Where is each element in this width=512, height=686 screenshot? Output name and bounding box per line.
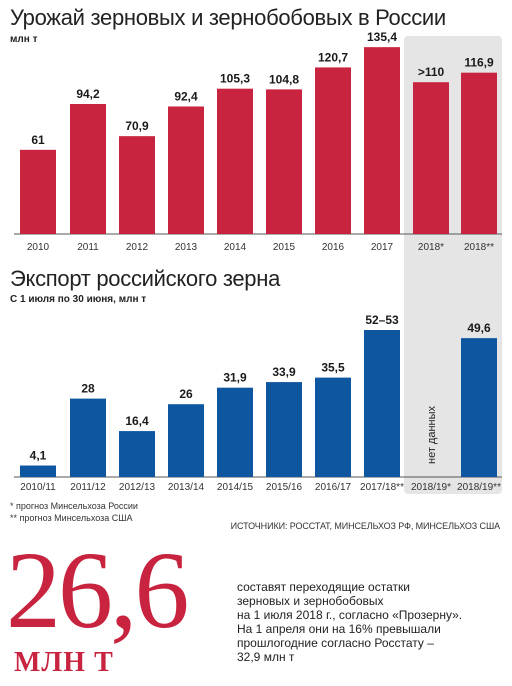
data-label: 16,4 (125, 414, 149, 428)
tick-label: 2017/18** (360, 482, 404, 493)
tick-label: 2013 (175, 242, 198, 253)
export-title: Экспорт российского зерна (10, 266, 281, 291)
data-label: 26 (179, 387, 193, 401)
bar (461, 338, 497, 477)
data-label: 52–53 (365, 313, 399, 327)
tick-label: 2010 (27, 242, 50, 253)
tick-label: 2010/11 (20, 482, 56, 493)
bar (168, 106, 204, 234)
tick-label: 2018/19** (457, 482, 501, 493)
data-label: 105,3 (220, 72, 250, 86)
data-label: 28 (81, 382, 95, 396)
tick-label: 2014/15 (217, 482, 254, 493)
description-line: 32,9 млн т (237, 650, 295, 664)
description-line: составят переходящие остатки (237, 580, 410, 594)
tick-label: 2018** (464, 242, 494, 253)
source-text: ИСТОЧНИКИ: РОССТАТ, МИНСЕЛЬХОЗ РФ, МИНСЕ… (230, 521, 500, 531)
bar (461, 72, 497, 234)
data-label: 70,9 (125, 119, 149, 133)
data-label: 49,6 (467, 321, 491, 335)
tick-label: 2016 (322, 242, 345, 253)
bar (217, 387, 253, 477)
bar (20, 465, 56, 477)
bar (266, 89, 302, 234)
bar (70, 104, 106, 234)
bar (168, 404, 204, 477)
data-label: 35,5 (321, 361, 345, 375)
big-unit: МЛН Т (14, 647, 114, 678)
export-chart: 4,1 2010/11 28 2011/12 16,4 2012/13 26 2013/14 3… (14, 313, 502, 493)
export-subtitle: С 1 июля по 30 июня, млн т (10, 294, 147, 305)
footnote-russia: * прогноз Минсельхоза России (10, 501, 138, 511)
tick-label: 2017 (371, 242, 394, 253)
tick-label: 2013/14 (168, 482, 205, 493)
description-line: на 1 июля 2018 г., согласно «Прозерну». (237, 608, 463, 622)
harvest-chart: 61 2010 94,2 2011 70,9 2012 92,4 2013 105,3 2014 1… (14, 30, 502, 253)
description-line: зерновых и зернобобовых (237, 594, 384, 608)
bar (70, 398, 106, 477)
bar (364, 330, 400, 477)
bar (217, 88, 253, 234)
tick-label: 2012/13 (119, 482, 156, 493)
data-label: 61 (31, 133, 45, 147)
tick-label: 2016/17 (315, 482, 352, 493)
bar (119, 431, 155, 477)
tick-label: 2015 (273, 242, 296, 253)
tick-label: 2012 (126, 242, 149, 253)
data-label: 92,4 (174, 89, 198, 103)
bar (315, 67, 351, 235)
bar (20, 149, 56, 234)
bar (315, 377, 351, 477)
footnotes: * прогноз Минсельхоза России ** прогноз … (10, 500, 138, 524)
footnote-usa: ** прогноз Минсельхоза США (10, 513, 133, 523)
big-number: 26,6 (6, 529, 189, 651)
bar (364, 47, 400, 235)
data-label: 4,1 (30, 449, 47, 463)
harvest-title: Урожай зерновых и зернобобовых в России (10, 5, 446, 30)
tick-label: 2011 (77, 242, 99, 253)
bar (119, 136, 155, 234)
tick-label: 2018/19* (411, 482, 451, 493)
tick-label: 2011/12 (70, 482, 106, 493)
data-label: 116,9 (464, 56, 494, 70)
tick-label: 2014 (224, 242, 247, 253)
data-label: 135,4 (367, 30, 397, 44)
bar (266, 382, 302, 477)
description-line: прошлогодние согласно Росстату – (237, 636, 434, 650)
data-label: >110 (418, 65, 445, 79)
data-label: 94,2 (76, 87, 100, 101)
description-line: На 1 апреля они на 16% превышали (237, 622, 441, 636)
tick-label: 2018* (418, 242, 444, 253)
data-label: 120,7 (318, 50, 348, 64)
data-label: 31,9 (223, 371, 247, 385)
data-label: 104,8 (269, 72, 299, 86)
bar (413, 82, 449, 234)
harvest-subtitle: млн т (10, 34, 38, 45)
tick-label: 2015/16 (266, 482, 303, 493)
data-label: 33,9 (272, 365, 296, 379)
no-data-label: нет данных (426, 405, 438, 464)
description: составят переходящие остатки зерновых и … (237, 580, 507, 664)
